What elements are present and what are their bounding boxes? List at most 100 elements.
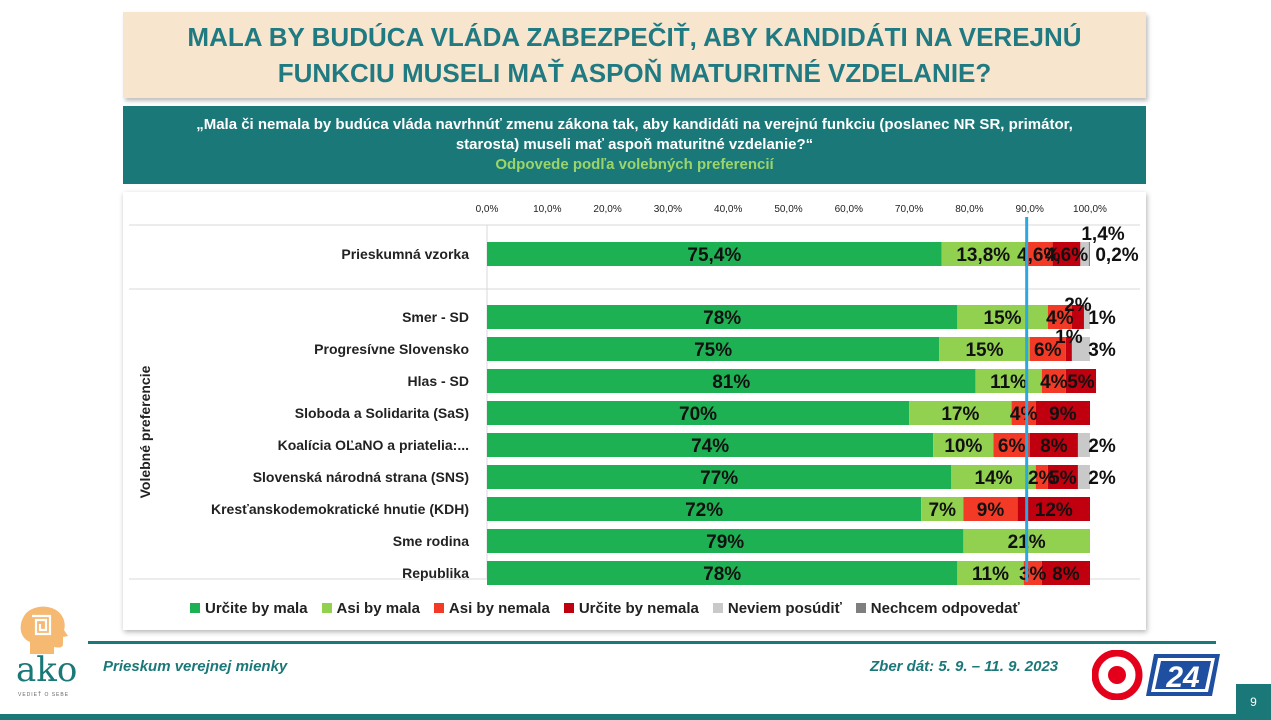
bar-segment — [1083, 305, 1090, 329]
bar-segment — [933, 433, 994, 457]
row-label: Republika — [402, 565, 469, 581]
bar-segment — [1011, 401, 1036, 425]
data-label: 70% — [679, 404, 717, 425]
legend-item: Neviem posúdiť — [712, 599, 842, 617]
bar-segment — [1023, 561, 1042, 585]
bar-segment — [963, 497, 1018, 521]
legend-item: Nechcem odpovedať — [855, 599, 1020, 617]
legend-swatch — [433, 603, 444, 613]
ako-logo-word: ako — [16, 650, 78, 690]
data-label: 81% — [712, 372, 750, 393]
bar-segment — [993, 433, 1030, 457]
data-label: 75% — [694, 340, 732, 361]
bar-segment — [1077, 433, 1090, 457]
x-tick-label: 40,0% — [714, 204, 742, 215]
bar-segment — [1088, 242, 1090, 266]
bar-segment — [1024, 242, 1053, 266]
row-label: Sloboda a Solidarita (SaS) — [295, 405, 469, 421]
row-label: Prieskumná vzorka — [341, 246, 469, 262]
bar-segment — [1035, 465, 1048, 489]
data-label: 14% — [975, 468, 1013, 489]
x-tick-label: 100,0% — [1073, 204, 1107, 215]
data-label: 4% — [1046, 308, 1074, 329]
data-label: 77% — [700, 468, 738, 489]
legend-swatch — [190, 603, 200, 613]
bar-segment — [487, 337, 940, 361]
chart-area: 0,0% 10,0% 20,0% 30,0% 40,0% 50,0% 60,0% 70,0% 8… — [123, 192, 1146, 630]
data-label: 15% — [965, 340, 1003, 361]
data-label: 75,4% — [687, 245, 741, 266]
legend-item: Určite by mala — [190, 600, 308, 617]
question-box: „Mala či nemala by budúca vláda navrhnúť… — [123, 106, 1146, 184]
legend-swatch — [563, 603, 574, 613]
data-label: 78% — [703, 308, 741, 329]
title-line-1: MALA BY BUDÚCA VLÁDA ZABEZPEČIŤ, ABY KAN… — [187, 22, 1082, 52]
data-label: 8% — [1052, 564, 1080, 585]
row-label: Smer - SD — [402, 309, 469, 325]
bar-segment — [1080, 242, 1089, 266]
legend-label: Neviem posúdiť — [727, 599, 842, 617]
x-tick-label: 80,0% — [955, 204, 983, 215]
footer-divider — [88, 641, 1216, 644]
data-label: 2% — [1088, 468, 1116, 489]
data-label: 8% — [1040, 436, 1068, 457]
title-box: MALA BY BUDÚCA VLÁDA ZABEZPEČIŤ, ABY KAN… — [123, 12, 1146, 98]
bar-segment — [1071, 337, 1090, 361]
data-label: 17% — [941, 404, 979, 425]
bar-segment — [1041, 369, 1066, 393]
bar-segment — [1065, 369, 1097, 393]
data-label: 13,8% — [956, 245, 1010, 266]
bar-segment — [957, 305, 1048, 329]
row-label: Kresťanskodemokratické hnutie (KDH) — [211, 501, 469, 517]
page-number: 9 — [1236, 684, 1271, 720]
bar-segment — [487, 242, 942, 266]
footer-survey-label: Prieskum verejnej mienky — [103, 658, 288, 675]
data-label: 3% — [1088, 340, 1116, 361]
x-tick-label: 10,0% — [533, 204, 561, 215]
data-label: 72% — [685, 500, 723, 521]
data-label: 1,4% — [1081, 224, 1124, 245]
chart-legend: Určite by mala Asi by mala Asi by nemala Ur… — [190, 598, 1034, 618]
row-label: Koalícia OĽaNO a priatelia:... — [278, 437, 469, 453]
data-label: 0,2% — [1095, 245, 1138, 266]
bar-segment — [957, 561, 1024, 585]
bar-segment — [1047, 465, 1078, 489]
data-label: 12% — [1035, 500, 1073, 521]
footer-date-range: Zber dát: 5. 9. – 11. 9. 2023 — [870, 658, 1059, 675]
question-subtitle: Odpovede podľa volebných preferencií — [495, 156, 774, 173]
bar-segment — [487, 497, 922, 521]
bar-segment — [1035, 401, 1090, 425]
row-label: Slovenská národná strana (SNS) — [253, 469, 469, 485]
data-label: 2% — [1088, 436, 1116, 457]
bottom-bar — [0, 714, 1271, 720]
legend-label: Asi by mala — [336, 599, 420, 617]
ako-logo-tagline: VEDIEŤ O SEBE — [18, 692, 70, 698]
bar-segment — [951, 465, 1036, 489]
x-tick-label: 70,0% — [895, 204, 923, 215]
data-label: 6% — [1034, 340, 1062, 361]
data-label: 1% — [1055, 327, 1083, 348]
tv-24-icon: 24 — [1091, 649, 1220, 701]
legend-label: Nechcem odpovedať — [870, 599, 1020, 617]
data-label: 74% — [691, 436, 729, 457]
bar-segment — [1047, 305, 1072, 329]
data-label: 1% — [1088, 308, 1116, 329]
bar-segment — [487, 305, 958, 329]
bar-segment — [939, 337, 1030, 361]
legend-swatch — [321, 603, 332, 613]
legend-swatch — [712, 603, 723, 613]
bar-segment — [1041, 561, 1090, 585]
bar-segment — [975, 369, 1042, 393]
tv-24-number: 24 — [1165, 661, 1200, 694]
row-label: Sme rodina — [393, 533, 469, 549]
stacked-bar-chart: 0,0% 10,0% 20,0% 30,0% 40,0% 50,0% 60,0% 70,0% 8… — [129, 204, 1140, 585]
data-label: 9% — [1049, 404, 1077, 425]
tv-24-logo: 24 — [1091, 649, 1222, 701]
x-tick-label: 50,0% — [774, 204, 802, 215]
bar-segment — [487, 465, 952, 489]
bar-segment — [1065, 337, 1072, 361]
ako-logo: ako VEDIEŤ O SEBE — [12, 604, 86, 704]
data-label: 10% — [944, 436, 982, 457]
legend-item: Asi by mala — [321, 599, 420, 617]
bar-segment — [941, 242, 1025, 266]
